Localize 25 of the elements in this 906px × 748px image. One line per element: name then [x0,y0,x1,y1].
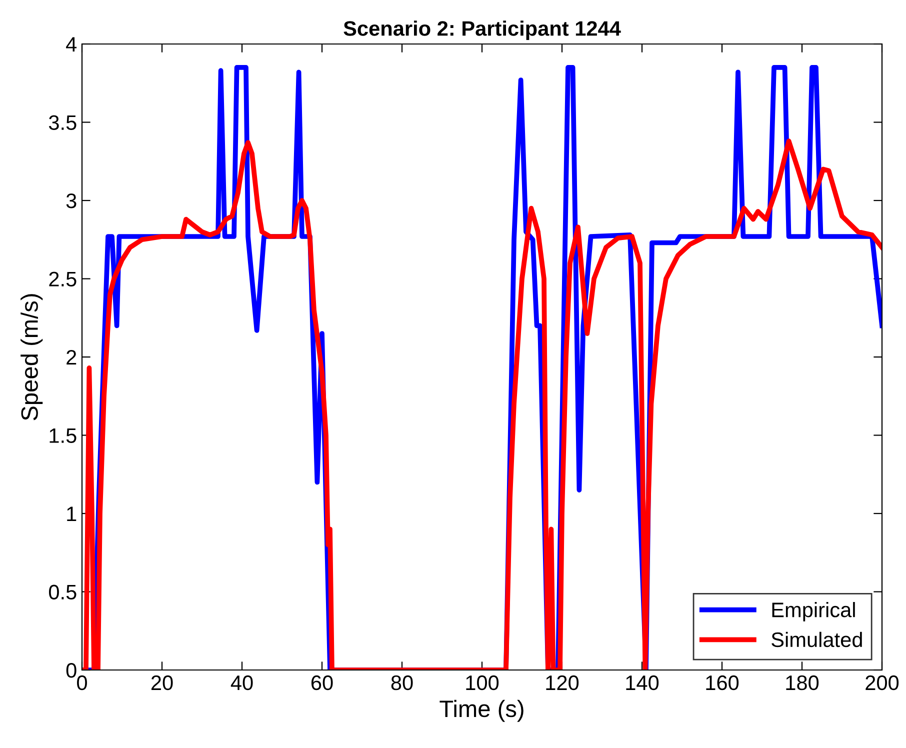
y-tick-label: 0.5 [48,584,76,600]
y-tick-label: 3 [66,194,76,208]
y-tick-label: 1 [67,506,76,522]
y-tick-label: 3.5 [48,115,76,130]
x-tick-label: 100 [466,675,499,690]
y-tick-label: 1.5 [50,428,76,444]
y-axis-title: Speed (m/s) [20,294,43,420]
x-tick-label: 60 [311,675,333,690]
y-tick-label: 2.5 [49,272,76,287]
x-tick-label: 40 [230,675,253,690]
legend-label: Empirical [772,602,855,622]
chart-title: Scenario 2: Participant 1244 [344,20,621,40]
x-tick-label: 0 [77,675,87,690]
y-tick-label: 2 [66,350,76,365]
x-tick-label: 20 [151,675,173,690]
x-tick-label: 160 [706,675,739,690]
y-tick-label: 0 [66,663,76,678]
x-tick-label: 120 [546,675,579,690]
legend-label: Simulated [772,632,862,648]
x-tick-label: 80 [391,675,413,690]
x-tick-label: 200 [866,675,899,690]
x-tick-label: 140 [626,675,659,690]
x-tick-label: 180 [786,675,819,690]
x-axis-title: Time (s) [440,700,524,722]
y-tick-label: 4 [66,37,77,52]
